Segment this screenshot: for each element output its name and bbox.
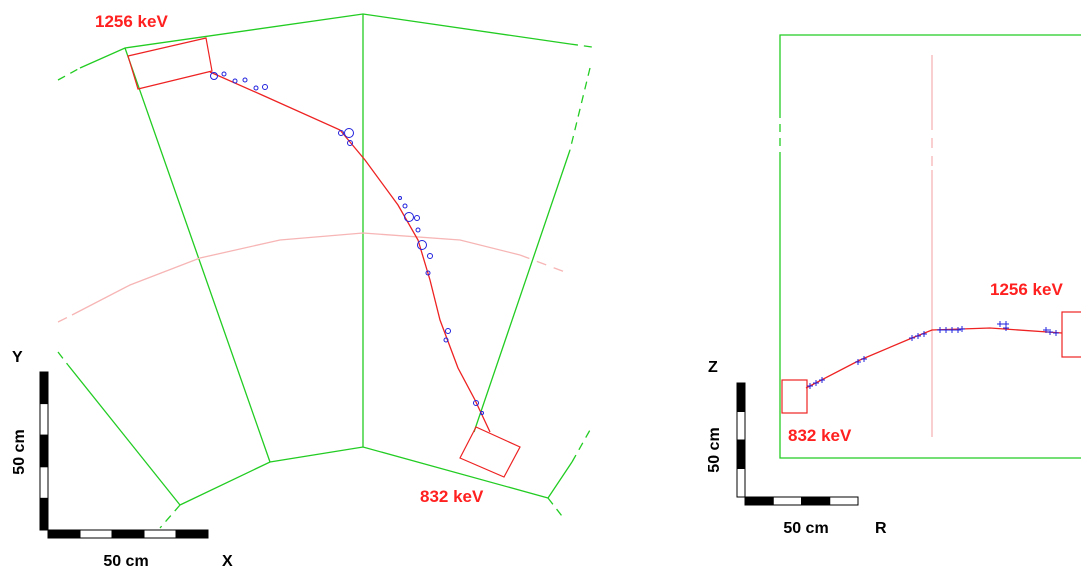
scale-segment xyxy=(39,403,49,436)
energy-label: 1256 keV xyxy=(95,12,168,31)
hit xyxy=(959,326,965,332)
scale-segment xyxy=(736,439,746,469)
hit xyxy=(915,333,921,339)
scale-segment xyxy=(143,529,177,539)
scale-segment xyxy=(736,382,746,412)
scale-segment xyxy=(39,497,49,531)
outline xyxy=(79,13,571,69)
axis-label: X xyxy=(222,553,233,570)
outline xyxy=(569,67,591,151)
left-view: 1256 keV 832 keV Y 50 cm 50 cm X xyxy=(11,12,593,570)
outline xyxy=(547,497,566,521)
arc xyxy=(57,314,73,323)
hit xyxy=(997,321,1003,327)
track xyxy=(209,71,491,433)
energy-label: 1256 keV xyxy=(990,280,1063,299)
energy-box xyxy=(127,37,213,90)
hit xyxy=(1043,327,1049,333)
scale-length: 50 cm xyxy=(103,553,148,570)
scale-segment xyxy=(744,496,774,506)
detector-outline xyxy=(57,13,593,529)
scale-segment xyxy=(829,496,859,506)
hit xyxy=(1047,329,1053,335)
arc xyxy=(519,254,566,273)
axis-label: R xyxy=(875,520,887,537)
hit xyxy=(955,327,961,333)
hit xyxy=(807,383,813,389)
scale-length: 50 cm xyxy=(783,520,828,537)
scale-bar xyxy=(736,382,859,506)
scale-segment xyxy=(801,496,831,506)
energy-box xyxy=(459,426,521,478)
arc xyxy=(71,232,521,316)
outline xyxy=(179,446,573,506)
hit xyxy=(813,380,819,386)
energy-label: 832 keV xyxy=(420,487,484,506)
right-view: 1256 keV 832 keV Z 50 cm 50 cm R xyxy=(706,34,1081,537)
hit xyxy=(819,377,825,383)
hit xyxy=(1053,330,1059,336)
energy-label: 832 keV xyxy=(788,426,852,445)
hits xyxy=(807,321,1059,389)
energy-box xyxy=(781,379,808,414)
outline xyxy=(67,364,181,506)
axis-label: Y xyxy=(12,349,23,366)
hit xyxy=(943,327,949,333)
outline xyxy=(57,351,69,366)
scale-length: 50 cm xyxy=(706,427,723,472)
hit xyxy=(949,327,955,333)
scale-length: 50 cm xyxy=(11,429,28,474)
outline xyxy=(779,160,1081,459)
outline xyxy=(57,67,81,81)
scale-segment xyxy=(79,529,113,539)
hit xyxy=(921,331,927,337)
hits xyxy=(210,71,484,415)
scale-segment xyxy=(111,529,145,539)
outline xyxy=(571,429,591,463)
scale-segment xyxy=(175,529,209,539)
scale-bar xyxy=(39,371,209,539)
scale-segment xyxy=(39,371,49,405)
axis-label: Z xyxy=(708,359,718,376)
outline xyxy=(569,43,593,48)
outline xyxy=(124,47,271,463)
hit xyxy=(909,335,915,341)
hit xyxy=(855,359,861,365)
scale-segment xyxy=(772,496,802,506)
scale-segment xyxy=(47,529,81,539)
scale-segment xyxy=(736,468,746,498)
scale-segment xyxy=(39,434,49,468)
outline xyxy=(159,504,181,529)
outline xyxy=(473,149,571,433)
outline xyxy=(779,34,1081,110)
energy-box xyxy=(1061,311,1081,358)
hit xyxy=(1003,325,1009,331)
scale-segment xyxy=(39,466,49,499)
hit xyxy=(861,356,867,362)
track xyxy=(805,327,1063,389)
scale-segment xyxy=(736,411,746,441)
hit xyxy=(937,327,943,333)
